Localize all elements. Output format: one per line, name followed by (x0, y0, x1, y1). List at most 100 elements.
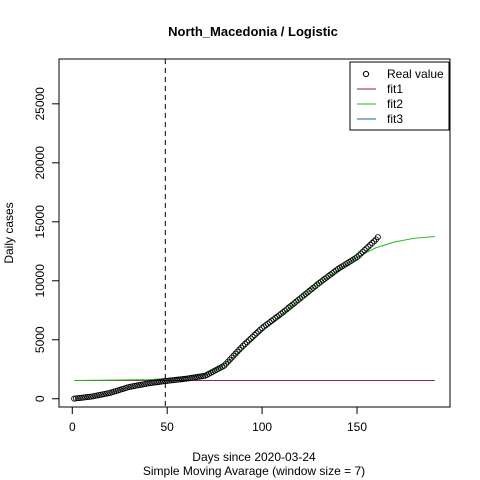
y-tick-label: 15000 (33, 205, 47, 239)
legend-fit3-label: fit3 (387, 112, 403, 126)
real-value-point (255, 328, 262, 335)
real-value-point (169, 377, 176, 384)
real-value-point (289, 301, 296, 308)
real-value-point (179, 376, 186, 383)
real-value-point (279, 309, 286, 316)
real-value-point (78, 394, 85, 401)
real-value-point (317, 278, 324, 285)
real-value-point (359, 248, 366, 255)
real-value-point (276, 312, 283, 319)
plot-layer (71, 59, 435, 407)
real-value-point (331, 268, 338, 275)
real-value-point (297, 295, 304, 302)
y-tick-label: 5000 (33, 326, 47, 353)
real-value-point (242, 340, 249, 347)
real-value-point (365, 243, 372, 250)
real-value-point (86, 393, 93, 400)
real-value-point (223, 360, 230, 367)
real-value-point (71, 395, 78, 402)
real-value-point (300, 292, 307, 299)
x-axis-label: Days since 2020-03-24 (192, 450, 316, 464)
real-value-point (171, 376, 178, 383)
real-value-point (240, 342, 247, 349)
real-value-point (287, 303, 294, 310)
real-value-point (226, 356, 233, 363)
real-value-point (308, 286, 315, 293)
real-value-point (181, 375, 188, 382)
real-value-point (321, 275, 328, 282)
real-value-point (150, 379, 157, 386)
real-value-point (247, 335, 254, 342)
real-value-point (353, 254, 360, 261)
real-value-point (156, 378, 163, 385)
real-value-point (84, 394, 91, 401)
real-value-point (363, 245, 370, 252)
real-value-point (221, 362, 228, 369)
real-value-point (145, 380, 152, 387)
legend: Real value fit1 fit2 fit3 (349, 61, 450, 131)
y-tick-label: 25000 (33, 87, 47, 121)
real-value-point (329, 270, 336, 277)
real-value-point (251, 332, 258, 339)
real-value-point (158, 378, 165, 385)
real-value-point (80, 394, 87, 401)
real-value-point (323, 274, 330, 281)
real-value-point (314, 281, 321, 288)
x-axis: 0 50 100 150 (69, 406, 367, 434)
real-value-point (319, 277, 326, 284)
real-value-point (224, 358, 231, 365)
real-value-point (177, 376, 184, 383)
real-value-point (230, 352, 237, 359)
series-fit2-line (74, 236, 435, 381)
real-value-point (369, 240, 376, 247)
real-value-point (367, 241, 374, 248)
real-value-point (154, 379, 161, 386)
real-value-point (278, 310, 285, 317)
real-value-point (74, 395, 81, 402)
real-value-point (325, 273, 332, 280)
real-value-point (82, 394, 89, 401)
real-value-point (253, 330, 260, 337)
real-value-point (295, 296, 302, 303)
series-real-value (71, 234, 381, 402)
real-value-point (148, 379, 155, 386)
real-value-point (245, 337, 252, 344)
real-value-point (302, 290, 309, 297)
real-value-point (272, 315, 279, 322)
real-value-point (160, 378, 167, 385)
real-value-point (298, 293, 305, 300)
real-value-point (264, 320, 271, 327)
real-value-point (249, 333, 256, 340)
real-value-point (167, 377, 174, 384)
real-value-point (306, 287, 313, 294)
real-value-point (327, 271, 334, 278)
chart-title: North_Macedonia / Logistic (168, 24, 338, 39)
real-value-point (147, 380, 154, 387)
x-axis-subtitle: Simple Moving Avarage (window size = 7) (143, 464, 365, 478)
legend-fit2-label: fit2 (387, 97, 403, 111)
x-tick-label: 150 (347, 420, 367, 434)
real-value-point (234, 348, 241, 355)
y-axis: 0 5000 10000 15000 20000 25000 (33, 87, 60, 402)
real-value-point (166, 377, 173, 384)
real-value-point (283, 306, 290, 313)
real-value-point (152, 379, 159, 386)
real-value-point (274, 313, 281, 320)
legend-real-value-label: Real value (387, 67, 444, 81)
real-value-point (238, 344, 245, 351)
real-value-point (236, 346, 243, 353)
real-value-point (371, 238, 378, 245)
real-value-point (260, 323, 267, 330)
real-value-point (259, 324, 266, 331)
real-value-point (293, 298, 300, 305)
x-tick-label: 100 (252, 420, 272, 434)
real-value-point (76, 394, 83, 401)
real-value-point (175, 376, 182, 383)
real-value-point (291, 300, 298, 307)
real-value-point (270, 316, 277, 323)
real-value-point (361, 247, 368, 254)
real-value-point (304, 289, 311, 296)
real-value-point (164, 377, 171, 384)
real-value-point (243, 339, 250, 346)
